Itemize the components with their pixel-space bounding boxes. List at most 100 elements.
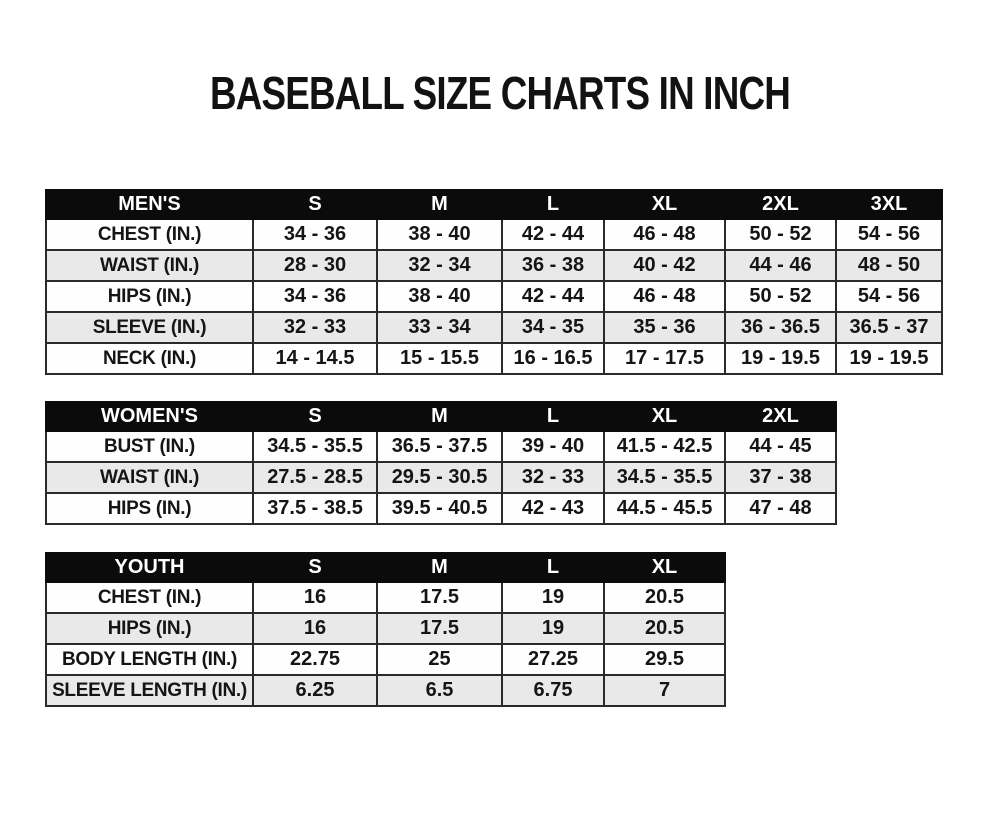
size-value-cell: 44 - 46 <box>724 249 837 282</box>
group-header-cell: MEN'S <box>45 189 254 220</box>
size-value-cell: 22.75 <box>252 643 378 676</box>
size-header-cell: 3XL <box>835 189 943 220</box>
size-value-cell: 36 - 36.5 <box>724 311 837 344</box>
mens-size-table: MEN'S S M L XL 2XL 3XL CHEST (IN.) 34 - 36 38 - 4… <box>45 189 943 375</box>
size-value-cell: 42 - 44 <box>501 280 605 313</box>
table-row: NECK (IN.) 14 - 14.5 15 - 15.5 16 - 16.5 17 … <box>45 342 943 375</box>
table-row: SLEEVE LENGTH (IN.) 6.25 6.5 6.75 7 <box>45 674 726 707</box>
size-header-cell: L <box>501 552 605 583</box>
size-value-cell: 36.5 - 37 <box>835 311 943 344</box>
group-header-cell: WOMEN'S <box>45 401 254 432</box>
table-row: HIPS (IN.) 37.5 - 38.5 39.5 - 40.5 42 - 43 4… <box>45 492 837 525</box>
size-value-cell: 28 - 30 <box>252 249 378 282</box>
size-value-cell: 39.5 - 40.5 <box>376 492 503 525</box>
size-value-cell: 7 <box>603 674 726 707</box>
size-value-cell: 16 - 16.5 <box>501 342 605 375</box>
measurement-label-cell: WAIST (IN.) <box>45 249 254 282</box>
page-title: BASEBALL SIZE CHARTS IN INCH <box>209 67 791 119</box>
size-value-cell: 25 <box>376 643 503 676</box>
table-row: BODY LENGTH (IN.) 22.75 25 27.25 29.5 <box>45 643 726 676</box>
size-header-cell: S <box>252 552 378 583</box>
size-value-cell: 6.25 <box>252 674 378 707</box>
size-value-cell: 16 <box>252 581 378 614</box>
size-value-cell: 50 - 52 <box>724 280 837 313</box>
size-value-cell: 19 - 19.5 <box>835 342 943 375</box>
table-row: WAIST (IN.) 28 - 30 32 - 34 36 - 38 40 - 42 4… <box>45 249 943 282</box>
youth-size-table: YOUTH S M L XL CHEST (IN.) 16 17.5 19 20.5 HIPS (I… <box>45 552 726 707</box>
size-value-cell: 47 - 48 <box>724 492 837 525</box>
size-value-cell: 44 - 45 <box>724 430 837 463</box>
measurement-label-cell: HIPS (IN.) <box>45 612 254 645</box>
womens-size-table: WOMEN'S S M L XL 2XL BUST (IN.) 34.5 - 35.5 36.5… <box>45 401 837 525</box>
size-value-cell: 34.5 - 35.5 <box>252 430 378 463</box>
size-value-cell: 34 - 36 <box>252 218 378 251</box>
table-row: CHEST (IN.) 16 17.5 19 20.5 <box>45 581 726 614</box>
size-value-cell: 33 - 34 <box>376 311 503 344</box>
measurement-label-cell: NECK (IN.) <box>45 342 254 375</box>
size-value-cell: 34 - 36 <box>252 280 378 313</box>
size-value-cell: 48 - 50 <box>835 249 943 282</box>
size-value-cell: 19 <box>501 581 605 614</box>
size-value-cell: 29.5 - 30.5 <box>376 461 503 494</box>
measurement-label-cell: WAIST (IN.) <box>45 461 254 494</box>
size-value-cell: 42 - 43 <box>501 492 605 525</box>
size-header-cell: XL <box>603 189 726 220</box>
size-header-cell: L <box>501 189 605 220</box>
size-header-cell: L <box>501 401 605 432</box>
size-header-cell: S <box>252 189 378 220</box>
measurement-label-cell: SLEEVE LENGTH (IN.) <box>45 674 254 707</box>
table-row: BUST (IN.) 34.5 - 35.5 36.5 - 37.5 39 - 40 4… <box>45 430 837 463</box>
size-header-cell: 2XL <box>724 401 837 432</box>
size-value-cell: 42 - 44 <box>501 218 605 251</box>
size-header-cell: M <box>376 552 503 583</box>
table-row: HIPS (IN.) 34 - 36 38 - 40 42 - 44 46 - 48 50… <box>45 280 943 313</box>
size-value-cell: 39 - 40 <box>501 430 605 463</box>
size-value-cell: 41.5 - 42.5 <box>603 430 726 463</box>
size-value-cell: 50 - 52 <box>724 218 837 251</box>
size-value-cell: 54 - 56 <box>835 218 943 251</box>
size-header-cell: XL <box>603 552 726 583</box>
table-row: CHEST (IN.) 34 - 36 38 - 40 42 - 44 46 - 48 5… <box>45 218 943 251</box>
table-row: HIPS (IN.) 16 17.5 19 20.5 <box>45 612 726 645</box>
size-value-cell: 32 - 34 <box>376 249 503 282</box>
size-value-cell: 15 - 15.5 <box>376 342 503 375</box>
size-value-cell: 46 - 48 <box>603 218 726 251</box>
size-value-cell: 54 - 56 <box>835 280 943 313</box>
size-value-cell: 17.5 <box>376 581 503 614</box>
size-value-cell: 6.75 <box>501 674 605 707</box>
measurement-label-cell: BUST (IN.) <box>45 430 254 463</box>
size-value-cell: 27.5 - 28.5 <box>252 461 378 494</box>
tables-container: MEN'S S M L XL 2XL 3XL CHEST (IN.) 34 - 36 38 - 4… <box>45 189 1000 707</box>
table-row: WAIST (IN.) 27.5 - 28.5 29.5 - 30.5 32 - 33… <box>45 461 837 494</box>
header-row: YOUTH S M L XL <box>45 552 726 583</box>
measurement-label-cell: CHEST (IN.) <box>45 581 254 614</box>
size-value-cell: 27.25 <box>501 643 605 676</box>
size-value-cell: 19 <box>501 612 605 645</box>
size-value-cell: 6.5 <box>376 674 503 707</box>
size-value-cell: 37 - 38 <box>724 461 837 494</box>
size-value-cell: 20.5 <box>603 612 726 645</box>
size-value-cell: 34 - 35 <box>501 311 605 344</box>
size-value-cell: 20.5 <box>603 581 726 614</box>
size-value-cell: 17.5 <box>376 612 503 645</box>
size-value-cell: 32 - 33 <box>501 461 605 494</box>
size-header-cell: S <box>252 401 378 432</box>
size-value-cell: 38 - 40 <box>376 280 503 313</box>
size-header-cell: M <box>376 189 503 220</box>
size-value-cell: 44.5 - 45.5 <box>603 492 726 525</box>
size-value-cell: 36.5 - 37.5 <box>376 430 503 463</box>
size-header-cell: XL <box>603 401 726 432</box>
size-value-cell: 17 - 17.5 <box>603 342 726 375</box>
size-value-cell: 14 - 14.5 <box>252 342 378 375</box>
header-row: MEN'S S M L XL 2XL 3XL <box>45 189 943 220</box>
size-value-cell: 16 <box>252 612 378 645</box>
table-row: SLEEVE (IN.) 32 - 33 33 - 34 34 - 35 35 - 36… <box>45 311 943 344</box>
size-value-cell: 40 - 42 <box>603 249 726 282</box>
size-value-cell: 36 - 38 <box>501 249 605 282</box>
measurement-label-cell: CHEST (IN.) <box>45 218 254 251</box>
size-value-cell: 37.5 - 38.5 <box>252 492 378 525</box>
size-value-cell: 29.5 <box>603 643 726 676</box>
header-row: WOMEN'S S M L XL 2XL <box>45 401 837 432</box>
measurement-label-cell: HIPS (IN.) <box>45 280 254 313</box>
group-header-cell: YOUTH <box>45 552 254 583</box>
